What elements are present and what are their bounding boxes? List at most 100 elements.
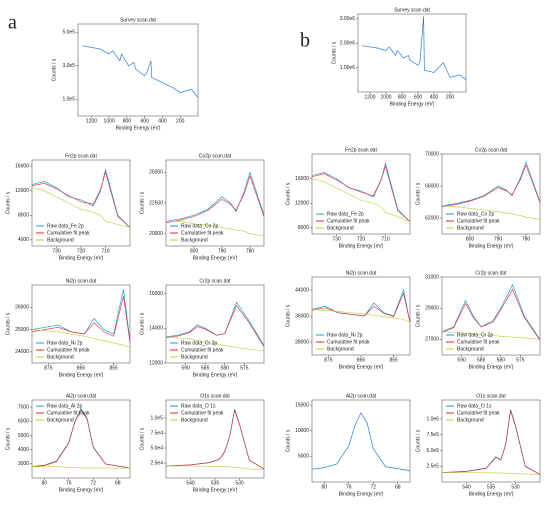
chart-title: O1s scan.dat [476, 393, 506, 399]
y-tick-label: 2.5e4 [150, 460, 163, 466]
plot-frame [165, 284, 265, 364]
x-tick-label: 780 [522, 236, 531, 242]
legend-label: Raw data_Cr 2p [181, 340, 217, 346]
chart-title: Cr2p scan.dat [199, 278, 231, 284]
x-tick-label: 575 [516, 357, 525, 363]
x-axis-label: Binding Energy (eV) [469, 491, 514, 497]
y-tick-label: 29000 [425, 306, 439, 312]
legend-label: Raw data_Fe 2p [47, 223, 84, 229]
legend-label: Raw data_O 1s [457, 403, 492, 409]
legend-label: Background [457, 346, 484, 352]
y-axis-label: Counts / s [415, 182, 421, 205]
plot-frame [31, 399, 131, 479]
y-axis-label: Counts / s [415, 304, 421, 327]
x-tick-label: 1000 [104, 118, 115, 124]
series-line [165, 171, 265, 222]
x-tick-label: 535 [211, 480, 220, 486]
y-tick-label: 8000 [18, 213, 29, 219]
legend-label: Background [47, 417, 74, 423]
y-tick-label: 62000 [425, 215, 439, 221]
legend-label: Background [181, 417, 208, 423]
y-axis-label: Counts / s [5, 312, 11, 335]
y-tick-label: 12000 [15, 188, 29, 194]
y-tick-label: 24000 [15, 349, 29, 355]
y-tick-label: 1.00e6 [340, 65, 356, 71]
x-tick-label: 590 [457, 357, 466, 363]
y-tick-label: 5.0e5 [62, 30, 75, 36]
y-tick-label: 5.0e5 [426, 448, 439, 454]
y-axis-label: Counts / s [139, 191, 145, 214]
x-tick-label: 76 [346, 484, 352, 490]
legend-label: Raw data_O 1s [181, 403, 216, 409]
x-tick-label: 400 [158, 118, 167, 124]
legend-label: Cumulative fit peak [181, 347, 224, 353]
y-tick-label: 44000 [295, 287, 309, 293]
series-line [311, 288, 411, 323]
y-tick-label: 16000 [295, 176, 309, 182]
chart-title: Al2p scan.dat [346, 393, 377, 399]
x-tick-label: 530 [235, 480, 244, 486]
x-tick-label: 540 [186, 480, 195, 486]
legend-label: Background [457, 417, 484, 423]
legend-label: Raw data_Ni 2p [47, 340, 83, 346]
x-tick-label: 865 [357, 357, 366, 363]
legend-label: Raw data_Co 2p [457, 211, 494, 217]
series-line [441, 410, 541, 475]
y-tick-label: 28000 [295, 339, 309, 345]
series-line [166, 465, 265, 470]
y-tick-label: 10000 [295, 428, 309, 434]
y-tick-label: 25000 [15, 327, 29, 333]
x-tick-label: 730 [332, 236, 341, 242]
y-tick-label: 2.00e6 [340, 41, 356, 47]
panel: Ni2p scan.dat Binding Energy (eV) Counts /… [285, 270, 411, 370]
y-tick-label: 1.0e6 [426, 416, 439, 422]
series-line [32, 466, 130, 469]
legend-label: Cumulative fit peak [47, 347, 90, 353]
y-tick-label: 4000 [18, 447, 29, 453]
series-line [441, 472, 541, 475]
series-line [441, 331, 541, 340]
legend-label: Raw data_Cr 2p [457, 332, 493, 338]
x-tick-label: 72 [370, 484, 376, 490]
panel: Survey scan.dat Binding Energy (eV) Counts… [51, 17, 199, 131]
panel: Co2p scan.dat Binding Energy (eV) Counts /… [139, 153, 265, 261]
series-line [82, 45, 199, 98]
chart-title: Co2p scan.dat [475, 147, 508, 153]
x-tick-label: 585 [477, 357, 486, 363]
x-tick-label: 1200 [86, 118, 97, 124]
legend-label: Background [181, 237, 208, 243]
panel: Fe2p scan.dat Binding Energy (eV) Counts /… [5, 153, 131, 261]
x-tick-label: 800 [398, 94, 407, 100]
y-axis-label: Counts / s [285, 304, 291, 327]
x-tick-label: 530 [511, 484, 520, 490]
chart-title: Survey scan.dat [394, 7, 430, 13]
series-line [166, 221, 265, 237]
x-axis-label: Binding Energy (eV) [390, 101, 435, 107]
y-tick-label: 5.0e4 [150, 445, 163, 451]
legend-label: Cumulative fit peak [181, 410, 224, 416]
x-axis-label: Binding Energy (eV) [59, 487, 104, 493]
y-tick-label: 3000 [18, 461, 29, 467]
x-axis-label: Binding Energy (eV) [339, 243, 384, 249]
x-tick-label: 800 [466, 236, 475, 242]
legend-label: Raw data_Al 2p [47, 403, 83, 409]
x-tick-label: 855 [109, 365, 118, 371]
series-line [31, 169, 131, 228]
y-axis-label: Counts / s [285, 429, 291, 452]
x-tick-label: 585 [201, 365, 210, 371]
y-tick-label: 5000 [298, 454, 309, 460]
series-line [165, 301, 265, 346]
legend-label: Background [327, 346, 354, 352]
legend-label: Raw data_Co 2p [181, 223, 218, 229]
chart-title: Fe2p scan.dat [65, 153, 97, 159]
panel: Fe2p scan.dat Binding Energy (eV) Counts /… [285, 147, 411, 249]
series-line [311, 412, 411, 472]
y-tick-label: 3.00e6 [340, 16, 356, 22]
series-line [31, 171, 131, 228]
y-axis-label: Counts / s [139, 427, 145, 450]
x-tick-label: 790 [218, 248, 227, 254]
y-axis-label: Counts / s [139, 312, 145, 335]
x-tick-label: 800 [123, 118, 132, 124]
x-tick-label: 855 [389, 357, 398, 363]
y-tick-label: 5000 [18, 433, 29, 439]
